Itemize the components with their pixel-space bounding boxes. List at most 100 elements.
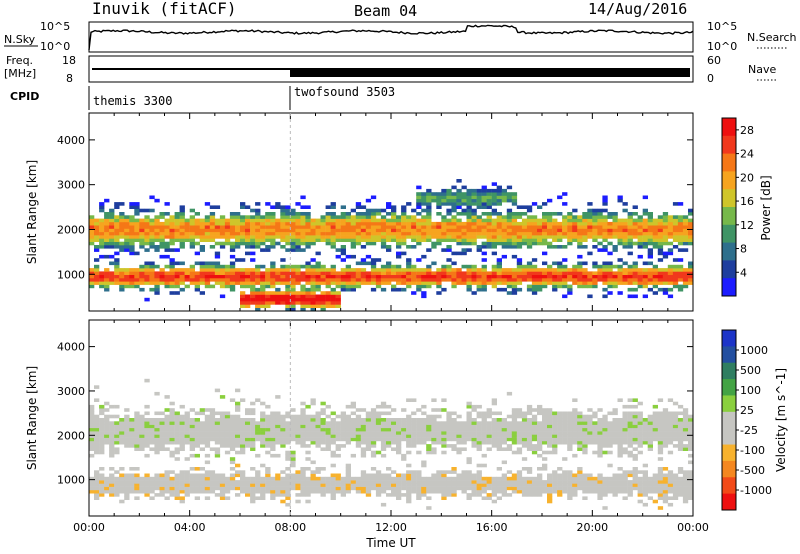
power-cell	[617, 278, 623, 282]
power-cell	[325, 238, 331, 242]
velocity-cell	[94, 489, 100, 494]
velocity-cell	[531, 493, 538, 497]
velocity-cell	[255, 421, 261, 425]
velocity-cell	[637, 489, 643, 494]
power-cell	[657, 235, 664, 239]
power-cell	[204, 278, 211, 282]
power-cell	[179, 212, 185, 216]
velocity-cell	[496, 467, 502, 471]
power-cell	[240, 297, 246, 302]
velocity-cell	[375, 483, 382, 487]
power-cell	[547, 268, 553, 272]
velocity-cell	[315, 480, 321, 484]
power-cell	[466, 205, 472, 209]
power-cell	[265, 238, 271, 242]
velocity-cell	[114, 440, 120, 445]
velocity-cell	[521, 489, 528, 494]
power-cell	[295, 241, 301, 246]
velocity-cell	[582, 473, 588, 478]
velocity-cell	[370, 424, 377, 429]
velocity-cell	[456, 414, 462, 419]
velocity-cell	[295, 476, 301, 481]
power-cell	[446, 274, 452, 279]
velocity-cell	[189, 480, 195, 484]
velocity-cell	[602, 450, 608, 455]
velocity-cell	[662, 421, 669, 425]
velocity-cell	[99, 447, 105, 451]
power-cell	[461, 225, 467, 229]
power-cell	[401, 281, 407, 285]
power-cell	[531, 235, 538, 239]
power-cell	[275, 281, 281, 285]
power-cell	[179, 278, 185, 282]
power-cell	[421, 271, 427, 275]
velocity-cell	[441, 483, 447, 487]
power-cell	[491, 238, 497, 242]
velocity-cell	[365, 424, 372, 429]
power-cell	[214, 231, 221, 236]
power-cell	[285, 268, 291, 272]
power-cell	[320, 218, 326, 223]
velocity-cell	[280, 480, 286, 484]
power-cell	[446, 228, 452, 233]
velocity-cell	[219, 483, 226, 487]
power-cell	[577, 218, 583, 223]
velocity-cell	[290, 473, 296, 478]
power-colorbar-segment	[722, 189, 736, 208]
velocity-cell	[406, 463, 412, 468]
power-cell	[380, 278, 387, 282]
power-cell	[592, 238, 598, 242]
velocity-cell	[179, 447, 185, 451]
power-cell	[290, 212, 296, 216]
velocity-cell	[431, 424, 437, 429]
power-cell	[612, 264, 618, 269]
power-cell	[506, 212, 513, 216]
power-cell	[335, 294, 341, 299]
velocity-colorbar-tick-label: -1000	[740, 484, 772, 497]
power-cell	[542, 228, 548, 233]
power-cell	[632, 235, 638, 239]
power-cell	[240, 218, 246, 223]
velocity-cell	[511, 480, 518, 484]
velocity-cell	[290, 424, 296, 429]
velocity-cell	[632, 434, 638, 438]
power-cell	[506, 278, 513, 282]
velocity-cell	[572, 473, 578, 478]
power-cell	[224, 271, 231, 275]
velocity-cell	[531, 427, 538, 432]
power-cell	[426, 198, 432, 203]
velocity-cell	[295, 418, 301, 422]
power-cell	[491, 198, 497, 203]
velocity-cell	[179, 404, 185, 409]
power-cell	[481, 278, 487, 282]
velocity-cell	[109, 404, 115, 409]
velocity-cell	[542, 463, 548, 468]
power-cell	[521, 205, 528, 209]
power-cell	[184, 274, 190, 279]
power-cell	[280, 264, 286, 269]
power-cell	[325, 297, 331, 302]
power-cell	[89, 225, 95, 229]
power-cell	[124, 245, 130, 249]
velocity-cell	[109, 489, 115, 494]
velocity-cell	[401, 431, 407, 435]
power-cell	[521, 221, 528, 226]
velocity-cell	[295, 499, 301, 504]
power-cell	[159, 241, 165, 246]
velocity-cell	[391, 437, 397, 442]
velocity-cell	[682, 470, 689, 474]
velocity-cell	[245, 431, 251, 435]
velocity-cell	[486, 431, 492, 435]
power-cell	[104, 268, 110, 272]
power-cell	[506, 271, 513, 275]
power-cell	[511, 221, 518, 226]
velocity-cell	[612, 483, 618, 487]
velocity-cell	[310, 470, 316, 474]
power-cell	[421, 254, 427, 259]
power-cell	[129, 271, 135, 275]
velocity-cell	[421, 480, 427, 484]
power-cell	[436, 228, 442, 233]
velocity-cell	[451, 470, 457, 474]
power-cell	[537, 268, 543, 272]
